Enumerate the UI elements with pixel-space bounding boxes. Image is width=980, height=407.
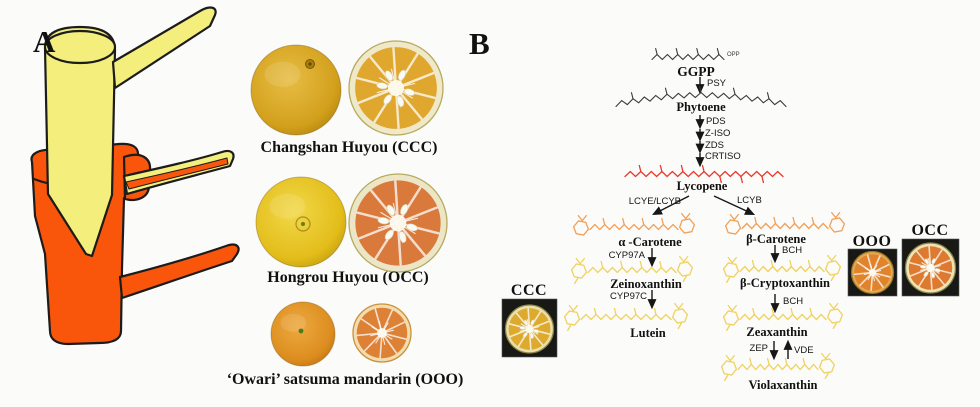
label-zds: ZDS bbox=[705, 139, 724, 151]
label-bch-2: BCH bbox=[783, 296, 804, 307]
label-phytoene: Phytoene bbox=[676, 100, 726, 114]
fruit-owari-cut bbox=[352, 303, 412, 363]
photo-ooo bbox=[847, 248, 898, 297]
scion-body bbox=[43, 25, 117, 258]
fruit-changshan-whole bbox=[250, 44, 342, 136]
alpha-carotene-structure bbox=[572, 212, 696, 236]
caption-owari-satsuma: ‘Owari’ satsuma mandarin (OOO) bbox=[226, 371, 464, 388]
arrow-lcye-lcyb bbox=[652, 195, 690, 216]
photo-ooo-fruit bbox=[850, 250, 895, 295]
label-zeaxanthin: Zeaxanthin bbox=[746, 325, 808, 339]
pathway-arrows bbox=[647, 77, 793, 361]
fruit-hongrou-whole bbox=[255, 176, 347, 268]
lycopene-structure bbox=[624, 164, 784, 184]
rootstock-branch bbox=[118, 243, 240, 300]
fruit-changshan-cut bbox=[348, 40, 444, 136]
label-pds: PDS bbox=[706, 115, 726, 127]
label-alpha-carotene: α -Carotene bbox=[618, 235, 682, 249]
label-violaxanthin: Violaxanthin bbox=[748, 378, 818, 392]
label-lutein: Lutein bbox=[630, 326, 666, 340]
photo-ccc bbox=[501, 298, 558, 358]
label-photo-occ: OCC bbox=[911, 222, 949, 239]
panel-b-label: B bbox=[469, 26, 490, 61]
lutein-structure bbox=[563, 302, 689, 332]
photo-occ-fruit bbox=[904, 242, 957, 294]
label-lycopene: Lycopene bbox=[676, 179, 728, 193]
label-lcyb: LCYB bbox=[737, 195, 762, 206]
scion-branch bbox=[111, 6, 217, 90]
label-bch-1: BCH bbox=[782, 245, 803, 256]
label-psy: PSY bbox=[707, 78, 727, 89]
photo-occ bbox=[901, 238, 960, 297]
scion-cut-top bbox=[43, 29, 117, 65]
beta-cryptoxanthin-structure bbox=[722, 254, 842, 284]
label-beta-cryptoxanthin: β-Cryptoxanthin bbox=[740, 276, 830, 290]
zeaxanthin-structure bbox=[722, 302, 844, 332]
label-vde: VDE bbox=[794, 345, 814, 356]
label-ggpp: GGPP bbox=[677, 64, 715, 79]
label-cyp97c: CYP97C bbox=[610, 291, 647, 302]
label-ziso: Z-ISO bbox=[705, 127, 731, 139]
caption-changshan-huyou: Changshan Huyou (CCC) bbox=[260, 139, 438, 156]
photo-ccc-fruit bbox=[504, 304, 555, 354]
violaxanthin-structure bbox=[720, 352, 836, 382]
label-photo-ccc: CCC bbox=[510, 282, 548, 299]
zeinoxanthin-structure bbox=[570, 255, 694, 285]
chimera-branch-stripe bbox=[125, 157, 229, 190]
label-photo-ooo: OOO bbox=[852, 233, 892, 250]
label-zep: ZEP bbox=[749, 343, 768, 354]
label-zeinoxanthin: Zeinoxanthin bbox=[610, 277, 682, 291]
ggpp-structure bbox=[651, 47, 725, 61]
beta-carotene-structure bbox=[724, 211, 846, 235]
fruit-hongrou-cut bbox=[348, 173, 448, 273]
label-beta-carotene: β-Carotene bbox=[746, 232, 806, 246]
panel-a-label: A bbox=[33, 24, 56, 59]
label-crtiso: CRTISO bbox=[705, 151, 741, 162]
arrow-lcyb bbox=[713, 195, 756, 215]
phytoene-structure bbox=[615, 85, 787, 108]
label-lcye-lcyb: LCYE/LCYB bbox=[628, 196, 681, 207]
fruit-owari-whole bbox=[270, 301, 336, 367]
label-cyp97a: CYP97A bbox=[608, 250, 645, 261]
graft-illustration bbox=[30, 6, 240, 346]
label-opp-tag: OPP bbox=[727, 52, 740, 58]
caption-hongrou-huyou: Hongrou Huyou (OCC) bbox=[267, 269, 429, 286]
